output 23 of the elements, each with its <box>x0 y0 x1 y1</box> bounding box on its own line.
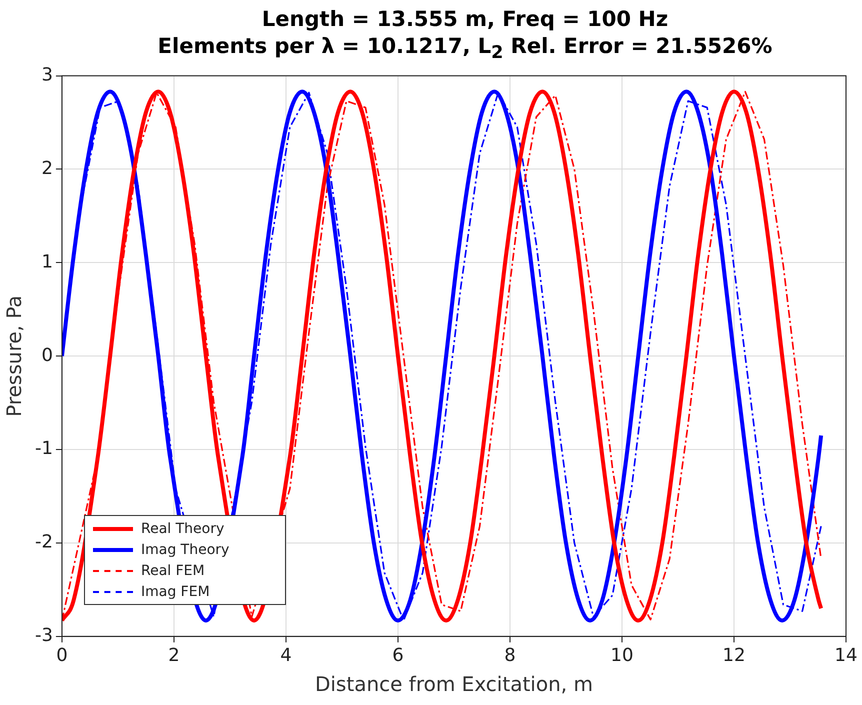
legend-label: Real Theory <box>141 520 224 536</box>
legend-label: Imag Theory <box>141 542 230 558</box>
y-tick-label: 3 <box>41 64 53 86</box>
x-tick-label: 8 <box>504 644 516 666</box>
legend-label: Real FEM <box>141 562 205 578</box>
x-tick-label: 0 <box>56 644 68 666</box>
chart-subtitle: Elements per λ = 10.1217, L$_{2}$ Rel. Error = 21.5526% <box>156 33 774 66</box>
y-tick-label: 1 <box>41 251 53 272</box>
x-tick-label: 10 <box>610 644 634 666</box>
y-tick-label: -3 <box>34 625 53 646</box>
y-axis-title: Pressure, Pa <box>2 295 26 417</box>
legend-label: Imag FEM <box>141 584 210 600</box>
y-tick-label: -2 <box>34 532 53 553</box>
y-tick-label: 2 <box>41 158 53 179</box>
y-tick-label: -1 <box>34 438 53 460</box>
x-tick-label: 14 <box>834 644 858 666</box>
x-tick-label: 12 <box>722 644 746 666</box>
x-tick-label: 6 <box>392 644 404 666</box>
y-tick-label: 0 <box>41 344 53 366</box>
x-axis-title: Distance from Excitation, m <box>314 672 593 696</box>
x-tick-label: 2 <box>168 644 180 666</box>
x-tick-label: 4 <box>280 644 292 666</box>
chart-title: Length = 13.555 m, Freq = 100 Hz <box>260 6 670 33</box>
